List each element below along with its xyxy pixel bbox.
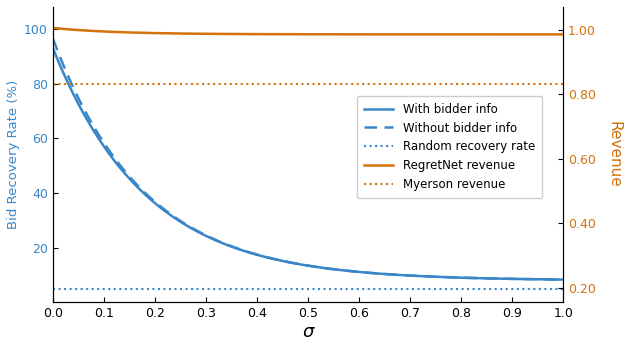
RegretNet revenue [325, 32, 333, 37]
Without bidder info [49, 36, 57, 40]
Random recovery rate [560, 287, 567, 291]
Myerson revenue [295, 82, 302, 86]
Without bidder info [467, 276, 475, 280]
Random recovery rate [547, 287, 555, 291]
Myerson revenue [291, 82, 299, 86]
Line: RegretNet revenue: RegretNet revenue [53, 28, 563, 34]
Line: With bidder info: With bidder info [53, 48, 563, 279]
Myerson revenue [560, 82, 567, 86]
Myerson revenue [325, 82, 333, 86]
Random recovery rate [295, 287, 302, 291]
RegretNet revenue [49, 26, 57, 30]
RegretNet revenue [547, 32, 555, 37]
Myerson revenue [467, 82, 475, 86]
Y-axis label: Revenue: Revenue [606, 121, 621, 188]
With bidder info [291, 261, 299, 266]
Myerson revenue [49, 82, 57, 86]
Without bidder info [291, 261, 299, 266]
With bidder info [560, 277, 567, 282]
With bidder info [353, 270, 360, 274]
Without bidder info [295, 262, 302, 266]
Y-axis label: Bid Recovery Rate (%): Bid Recovery Rate (%) [7, 80, 20, 229]
Myerson revenue [547, 82, 555, 86]
Random recovery rate [49, 287, 57, 291]
RegretNet revenue [291, 32, 299, 36]
With bidder info [295, 262, 302, 266]
Random recovery rate [467, 287, 475, 291]
RegretNet revenue [467, 32, 475, 37]
Without bidder info [325, 267, 333, 271]
With bidder info [325, 267, 333, 271]
X-axis label: σ: σ [302, 323, 314, 341]
Random recovery rate [353, 287, 360, 291]
RegretNet revenue [295, 32, 302, 36]
Without bidder info [560, 277, 567, 282]
RegretNet revenue [353, 32, 360, 37]
Without bidder info [547, 277, 555, 282]
Legend: With bidder info, Without bidder info, Random recovery rate, RegretNet revenue, : With bidder info, Without bidder info, R… [357, 96, 542, 198]
Myerson revenue [353, 82, 360, 86]
Random recovery rate [325, 287, 333, 291]
Random recovery rate [291, 287, 299, 291]
With bidder info [467, 276, 475, 280]
Without bidder info [353, 270, 360, 274]
Line: Without bidder info: Without bidder info [53, 38, 563, 279]
With bidder info [49, 46, 57, 50]
RegretNet revenue [560, 32, 567, 37]
With bidder info [547, 277, 555, 282]
